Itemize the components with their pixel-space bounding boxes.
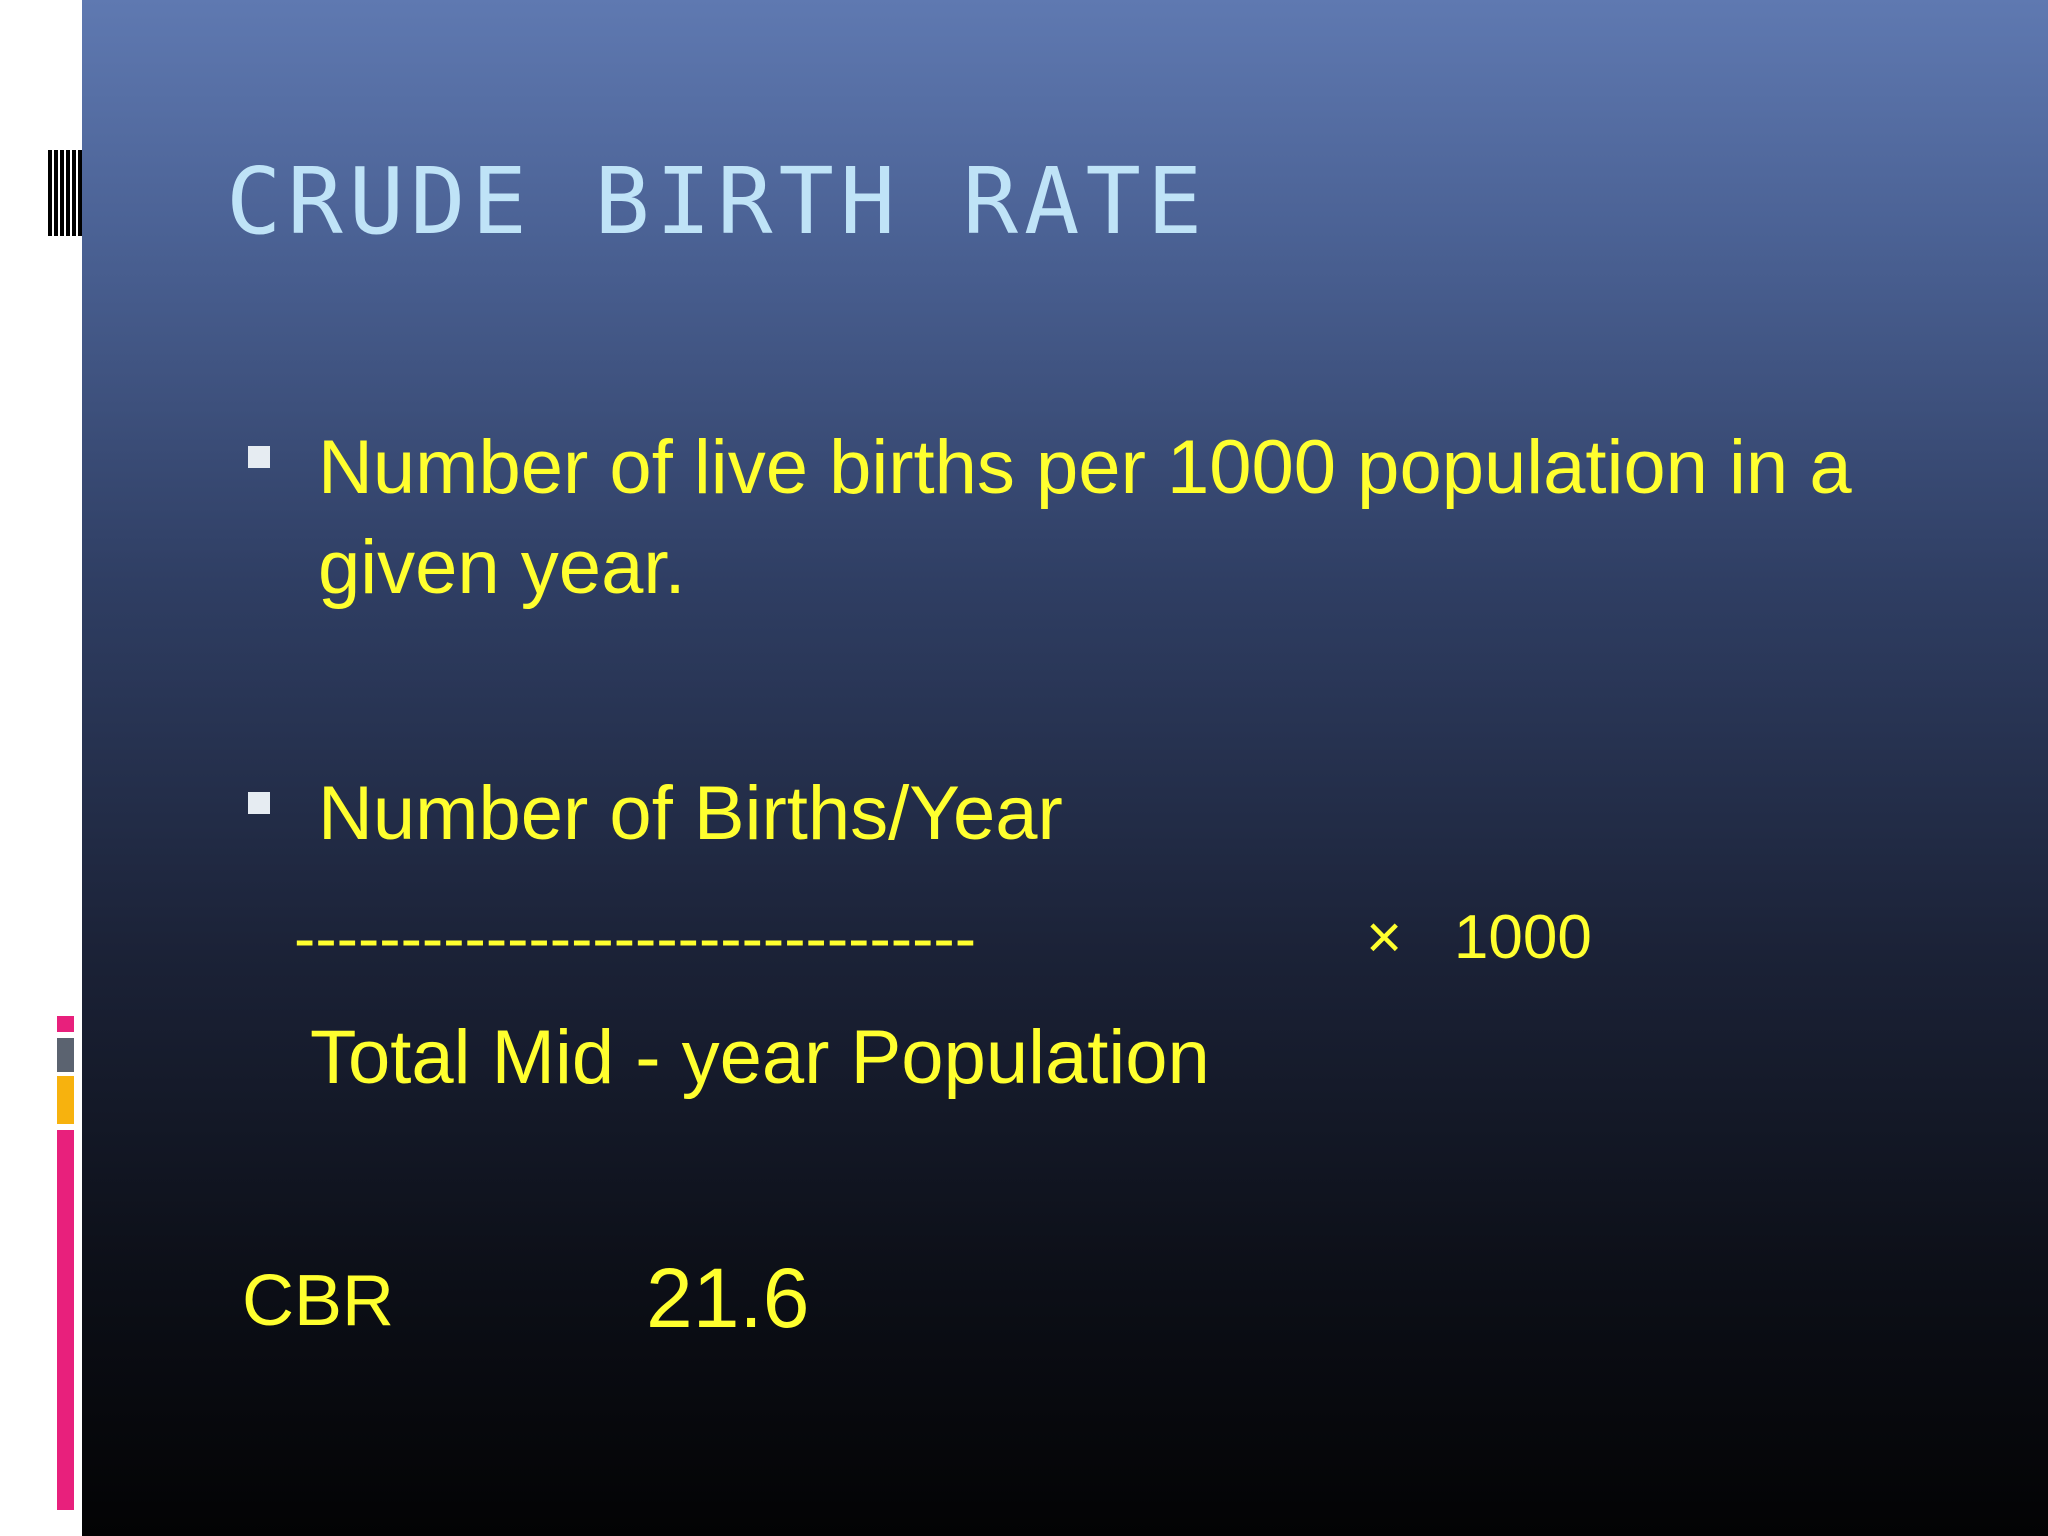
striped-bars-decoration bbox=[48, 150, 82, 236]
slide-content-panel bbox=[82, 0, 2048, 1536]
formula-numerator: Number of Births/Year bbox=[318, 771, 1063, 856]
bullet-1-line-1: Number of live births per 1000 populatio… bbox=[318, 425, 1852, 510]
formula-divider: -------------------------------- bbox=[294, 902, 976, 974]
orange-accent-block bbox=[57, 1076, 74, 1124]
gray-accent-block bbox=[57, 1038, 74, 1072]
bullet-square-icon bbox=[248, 792, 270, 814]
bullet-square-icon bbox=[248, 446, 270, 468]
formula-denominator: Total Mid - year Population bbox=[310, 1015, 1210, 1100]
result-label: CBR bbox=[242, 1261, 395, 1341]
formula-multiplier: × 1000 bbox=[1366, 903, 1592, 972]
bullet-1-line-2: given year. bbox=[318, 525, 686, 610]
pink-accent-block bbox=[57, 1016, 74, 1032]
result-value: 21.6 bbox=[646, 1251, 810, 1345]
slide-title: CRUDE BIRTH RATE bbox=[226, 148, 1209, 255]
pink-accent-bar bbox=[57, 1130, 74, 1510]
